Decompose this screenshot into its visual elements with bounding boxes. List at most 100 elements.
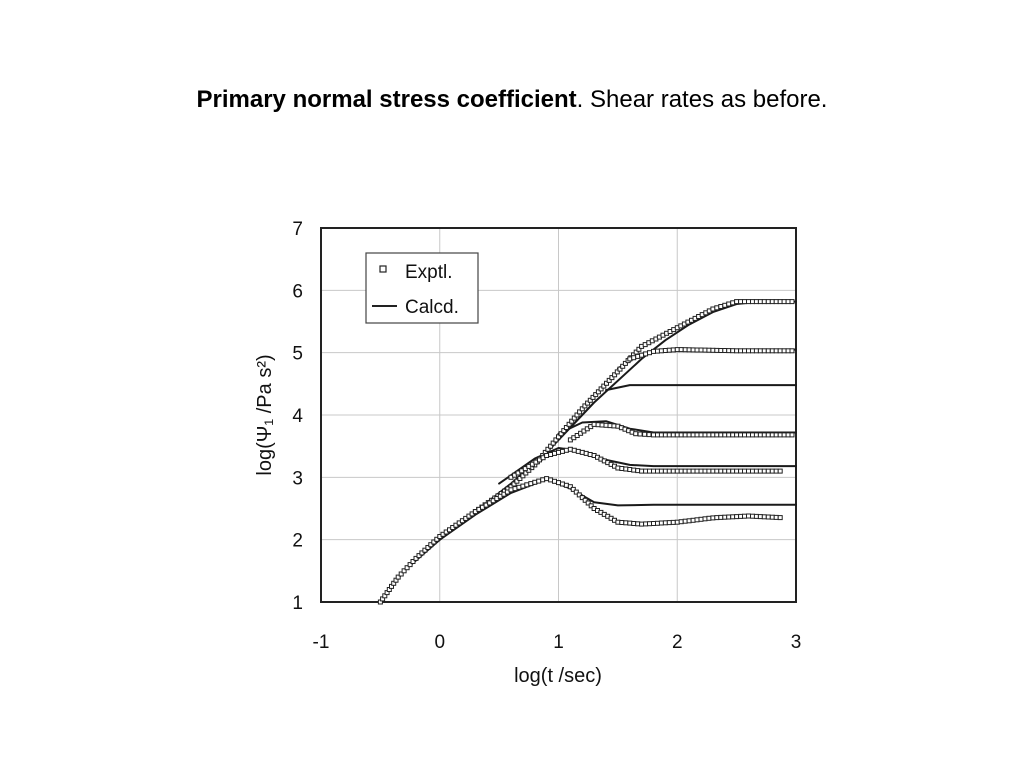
- exptl-point: [591, 421, 597, 427]
- exptl-point: [726, 301, 732, 307]
- exptl-point: [528, 481, 534, 487]
- exptl-point: [556, 434, 561, 440]
- exptl-point: [734, 514, 740, 520]
- exptl-point: [614, 369, 620, 375]
- exptl-point: [658, 520, 664, 526]
- exptl-point: [422, 547, 428, 553]
- exptl-point: [609, 375, 615, 381]
- exptl-point: [639, 521, 645, 527]
- exptl-point: [651, 468, 656, 474]
- exptl-point: [601, 383, 607, 389]
- exptl-point: [563, 425, 569, 430]
- exptl-point: [765, 468, 771, 474]
- exptl-point: [773, 468, 779, 474]
- exptl-point: [698, 468, 704, 474]
- x-tick-label: -1: [313, 632, 330, 653]
- exptl-point: [617, 366, 623, 372]
- x-tick-label: 1: [553, 632, 564, 653]
- exptl-point: [753, 432, 759, 438]
- exptl-point: [647, 350, 652, 356]
- exptl-point: [582, 497, 588, 503]
- exptl-point: [623, 520, 629, 526]
- exptl-point: [777, 468, 783, 474]
- exptl-point: [753, 348, 759, 354]
- exptl-point: [658, 468, 664, 474]
- exptl-point: [573, 489, 579, 495]
- exptl-point: [633, 431, 639, 437]
- exptl-point: [434, 536, 440, 542]
- legend-box: [365, 252, 479, 324]
- y-tick-label: 4: [292, 406, 303, 427]
- exptl-point: [425, 545, 431, 550]
- exptl-point: [714, 347, 720, 353]
- exptl-point: [742, 513, 747, 519]
- exptl-point: [639, 468, 645, 474]
- exptl-point: [718, 348, 724, 353]
- exptl-point: [398, 571, 404, 577]
- exptl-point: [587, 397, 593, 403]
- exptl-point: [620, 363, 626, 369]
- slide-title-bold: Primary normal stress coefficient: [196, 86, 577, 113]
- exptl-point: [718, 514, 724, 520]
- exptl-series-5: [472, 476, 783, 527]
- exptl-point: [686, 347, 692, 353]
- exptl-point: [678, 347, 684, 353]
- exptl-point: [765, 432, 771, 438]
- exptl-point: [765, 348, 771, 354]
- exptl-point: [698, 347, 704, 353]
- exptl-point: [517, 476, 523, 481]
- exptl-point: [670, 468, 676, 474]
- exptl-point: [714, 432, 720, 438]
- exptl-point: [552, 450, 557, 456]
- exptl-point: [544, 476, 550, 482]
- exptl-point: [651, 348, 656, 354]
- exptl-point: [706, 468, 712, 474]
- exptl-point: [734, 468, 740, 474]
- exptl-point: [734, 299, 740, 305]
- exptl-series-3: [567, 421, 795, 443]
- exptl-point: [789, 299, 795, 305]
- exptl-point: [544, 453, 550, 458]
- exptl-point: [619, 520, 625, 525]
- exptl-point: [524, 482, 530, 488]
- exptl-point: [606, 377, 612, 383]
- exptl-point: [647, 521, 652, 527]
- exptl-point: [631, 467, 637, 473]
- exptl-point: [734, 432, 740, 438]
- exptl-point: [781, 348, 787, 354]
- exptl-point: [706, 432, 712, 438]
- exptl-point: [686, 468, 692, 474]
- x-axis-label: log(t /sec): [514, 665, 602, 687]
- exptl-point: [642, 431, 648, 437]
- exptl-point: [563, 447, 569, 453]
- exptl-point: [773, 432, 779, 438]
- y-tick-label: 5: [292, 344, 303, 365]
- exptl-point: [726, 432, 732, 438]
- exptl-point: [431, 539, 437, 545]
- exptl-point: [631, 521, 637, 526]
- y-tick-labels: 1 2 3 4 5 6 7: [292, 219, 303, 614]
- exptl-point: [761, 299, 767, 305]
- exptl-point: [670, 432, 676, 438]
- exptl-point: [563, 482, 569, 488]
- exptl-point: [714, 468, 720, 474]
- exptl-point: [726, 468, 732, 474]
- exptl-point: [570, 486, 576, 492]
- exptl-point: [686, 518, 692, 524]
- exptl-point: [694, 468, 700, 474]
- exptl-point: [567, 484, 573, 490]
- exptl-point: [579, 406, 585, 412]
- exptl-point: [619, 466, 625, 471]
- exptl-point: [694, 432, 700, 438]
- slide-title: Primary normal stress coefficient. Shear…: [0, 86, 1024, 114]
- exptl-point: [647, 468, 652, 474]
- exptl-point: [718, 468, 724, 474]
- exptl-point: [639, 352, 645, 358]
- y-tick-label: 3: [292, 468, 303, 489]
- exptl-point: [577, 409, 583, 415]
- exptl-series-4: [508, 446, 783, 480]
- exptl-point: [742, 299, 747, 305]
- exptl-point: [536, 478, 542, 484]
- exptl-point: [670, 347, 676, 353]
- exptl-point: [416, 553, 422, 559]
